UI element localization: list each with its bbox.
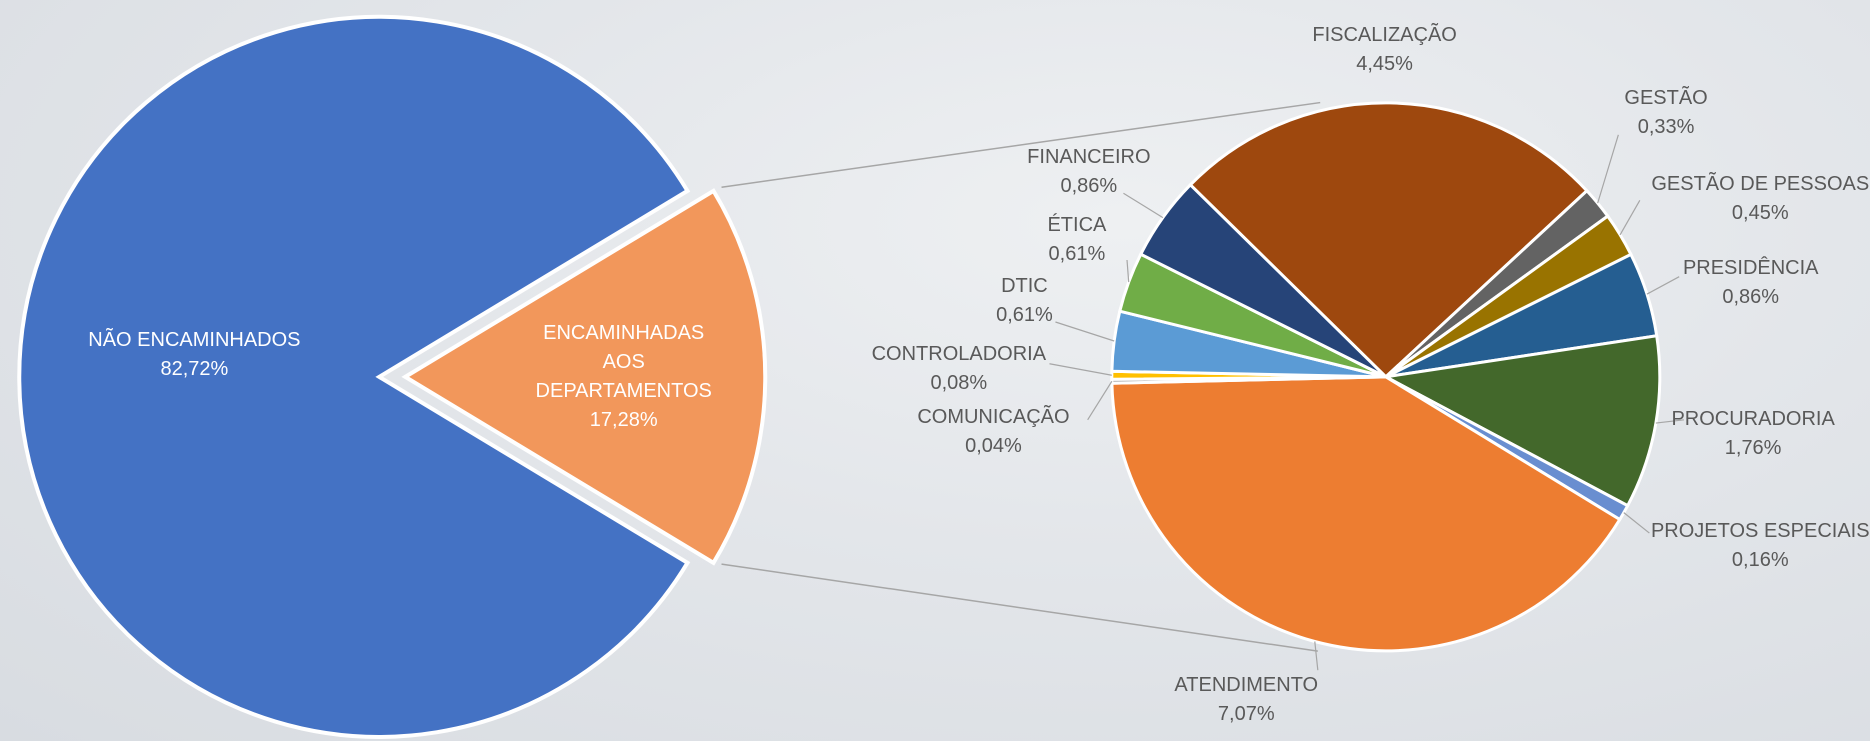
- value-label: 4,45%: [1312, 50, 1456, 79]
- leader-line: [1598, 135, 1619, 203]
- value-label: 0,86%: [1683, 283, 1819, 312]
- value-label: 0,08%: [872, 369, 1046, 398]
- category-label: CONTROLADORIA: [872, 340, 1046, 369]
- category-label: FINANCEIRO: [1027, 143, 1150, 172]
- value-label: 0,45%: [1651, 199, 1869, 228]
- category-label: PROCURADORIA: [1671, 405, 1834, 434]
- value-label: 7,07%: [1174, 700, 1318, 729]
- category-label: ATENDIMENTO: [1174, 671, 1318, 700]
- value-label: 0,61%: [1047, 240, 1106, 269]
- category-label: NÃO ENCAMINHADOS: [88, 326, 300, 355]
- leader-line: [1088, 381, 1112, 420]
- category-label: GESTÃO DE PESSOAS: [1651, 170, 1869, 199]
- category-label: PROJETOS ESPECIAIS: [1651, 517, 1870, 546]
- category-label: FISCALIZAÇÃO: [1312, 21, 1456, 50]
- leader-line: [1049, 364, 1111, 376]
- category-label: GESTÃO: [1624, 84, 1707, 113]
- leader-line: [1647, 277, 1679, 294]
- value-label: 17,28%: [534, 406, 714, 435]
- category-label: ENCAMINHADAS AOS DEPARTAMENTOS: [534, 319, 714, 406]
- category-label: DTIC: [996, 272, 1053, 301]
- value-label: 0,04%: [917, 432, 1069, 461]
- leader-line: [1127, 260, 1129, 282]
- leader-line: [1315, 642, 1318, 671]
- value-label: 0,16%: [1651, 546, 1870, 575]
- value-label: 0,61%: [996, 301, 1053, 330]
- leader-line: [1624, 513, 1650, 533]
- category-label: COMUNICAÇÃO: [917, 403, 1069, 432]
- leader-line: [1055, 322, 1114, 341]
- value-label: 82,72%: [88, 355, 300, 384]
- leader-line: [1620, 200, 1640, 234]
- value-label: 0,86%: [1027, 172, 1150, 201]
- category-label: PRESIDÊNCIA: [1683, 254, 1819, 283]
- value-label: 1,76%: [1671, 434, 1834, 463]
- category-label: ÉTICA: [1047, 211, 1106, 240]
- chart-page: NÃO ENCAMINHADOS82,72% ENCAMINHADAS AOS D…: [0, 0, 1870, 741]
- value-label: 0,33%: [1624, 113, 1707, 142]
